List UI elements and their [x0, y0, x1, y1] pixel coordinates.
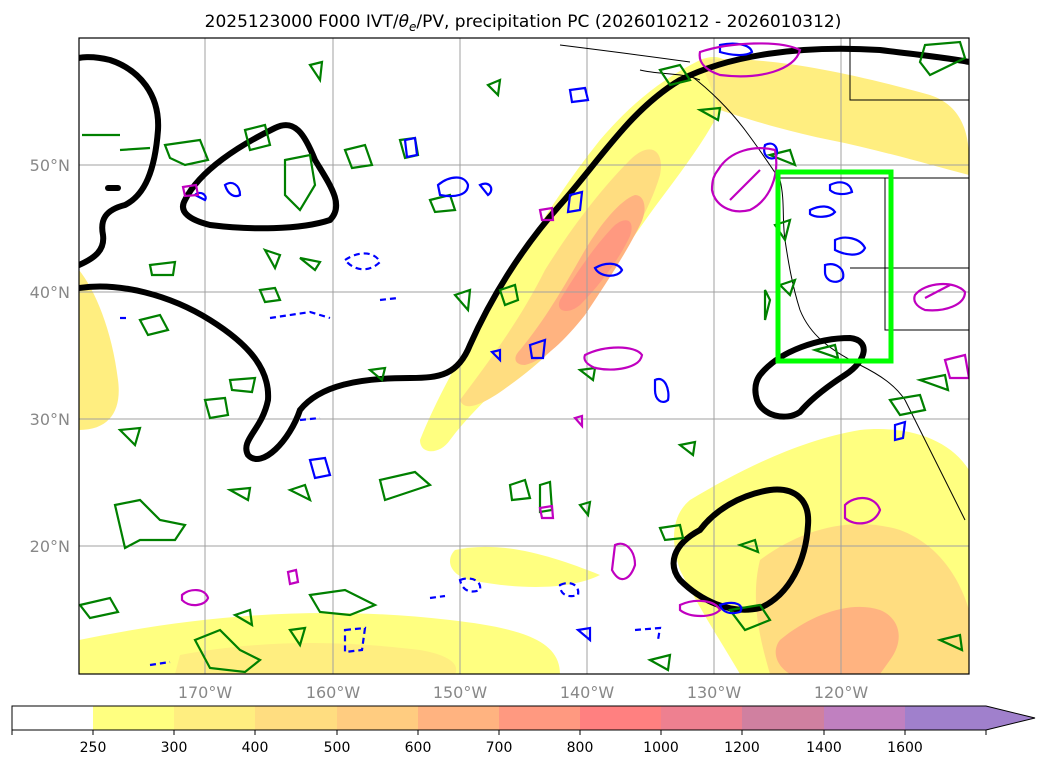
ivt-plume-mid [460, 149, 661, 407]
graticule [79, 38, 969, 674]
colorbar-segment [742, 706, 824, 730]
colorbar-label: 600 [405, 740, 432, 756]
focus-box [775, 169, 894, 364]
colorbar-label: 800 [567, 740, 594, 756]
lon-label: 120°W [814, 683, 869, 702]
ivt-shading [79, 57, 969, 674]
lat-tick-labels: 50°N 40°N 30°N 20°N [30, 156, 70, 556]
black-contour-low-west [180, 122, 340, 232]
chart-title: 2025123000 F000 IVT/θe/PV, precipitation… [205, 12, 842, 34]
colorbar-segment [255, 706, 337, 730]
colorbar-segment [499, 706, 580, 730]
map-frame [78, 37, 970, 675]
lon-label: 150°W [433, 683, 488, 702]
magenta-contours [180, 42, 969, 618]
colorbar-label: 1600 [887, 740, 923, 756]
ivt-plume-peak [558, 220, 632, 312]
colorbar-label: 500 [324, 740, 351, 756]
colorbar-segment [580, 706, 661, 730]
black-contour-main [79, 45, 969, 462]
colorbar: 250 300 400 500 600 700 800 1000 1200 14… [11, 705, 1036, 756]
map-panel [79, 38, 969, 674]
ivt-west-edge [79, 270, 119, 430]
coastline [559, 38, 969, 521]
lon-label: 160°W [306, 683, 361, 702]
black-contour-subtropical [670, 486, 812, 613]
lat-label: 50°N [30, 156, 70, 175]
colorbar-segment [418, 706, 499, 730]
colorbar-segment [93, 706, 174, 730]
colorbar-label: 700 [486, 740, 513, 756]
colorbar-label: 250 [80, 740, 107, 756]
lat-label: 30°N [30, 410, 70, 429]
ivt-south-band-mid [175, 643, 457, 674]
ivt-north-coast [700, 59, 969, 175]
colorbar-label: 400 [242, 740, 269, 756]
lat-label: 40°N [30, 283, 70, 302]
colorbar-label: 1200 [724, 740, 760, 756]
colorbar-label: 1400 [806, 740, 842, 756]
colorbar-segment [174, 706, 255, 730]
lon-tick-labels: 170°W 160°W 150°W 140°W 130°W 120°W [178, 683, 869, 702]
colorbar-ticks [11, 730, 987, 735]
black-contour-low-coast [752, 334, 867, 420]
ivt-small-1 [450, 546, 600, 587]
ivt-southeast-core [775, 606, 899, 674]
lat-label: 20°N [30, 537, 70, 556]
colorbar-segment [12, 706, 93, 730]
colorbar-segment [337, 706, 418, 730]
colorbar-segment [661, 706, 742, 730]
colorbar-segment [824, 706, 905, 730]
black-contours [79, 45, 969, 613]
lon-label: 170°W [178, 683, 233, 702]
lon-label: 130°W [687, 683, 742, 702]
colorbar-extend-arrow [905, 706, 1035, 730]
colorbar-label: 1000 [643, 740, 679, 756]
black-contour-northwest [79, 54, 162, 268]
blue-contours [120, 42, 907, 667]
colorbar-outline [11, 705, 1036, 731]
colorbar-label: 300 [161, 740, 188, 756]
lon-label: 140°W [560, 683, 615, 702]
